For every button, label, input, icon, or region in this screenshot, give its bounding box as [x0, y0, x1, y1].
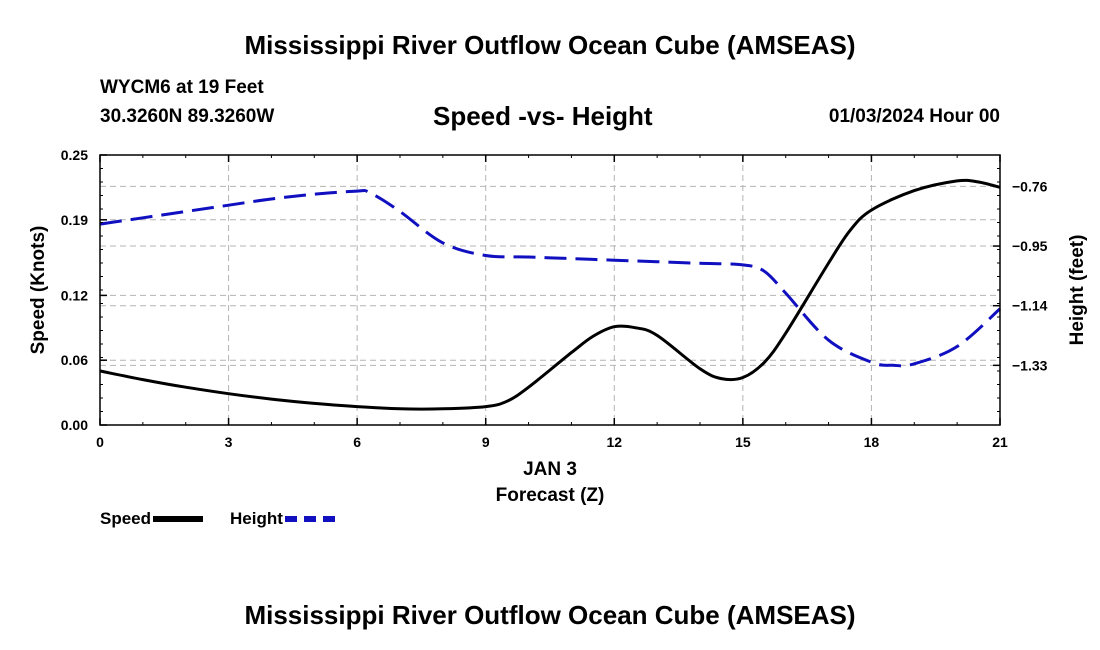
station-coordinates: 30.3260N 89.3260W: [100, 106, 275, 127]
x-axis-date-label: JAN 3: [523, 459, 577, 480]
legend-height: Height: [230, 509, 335, 529]
x-tick-label: 0: [96, 434, 104, 450]
forecast-datetime: 01/03/2024 Hour 00: [828, 106, 1000, 127]
y-left-tick-label: 0.12: [61, 287, 88, 303]
plot-frame: [99, 154, 1001, 426]
grid: [100, 155, 1000, 425]
x-tick-label: 18: [864, 434, 880, 450]
x-tick-label: 12: [606, 434, 622, 450]
y-right-tick-label: −1.33: [1012, 357, 1048, 373]
y-axis-left-title: Speed (Knots): [28, 226, 49, 355]
ticks: 0 3 6 9 12 15 18 21 0.00 0.06 0.12 0.19 0.25 −0.76 −0.…: [61, 147, 1048, 450]
legend-speed: Speed: [100, 509, 204, 529]
x-axis-title: Forecast (Z): [496, 485, 605, 506]
x-tick-label: 15: [735, 434, 751, 450]
y-left-tick-label: 0.25: [61, 147, 88, 163]
series-line-speed: [99, 178, 1001, 411]
series-layer: [99, 178, 1001, 411]
y-left-tick-label: 0.00: [61, 417, 88, 433]
legend-height-swatch: [284, 516, 335, 522]
legend-speed-label: Speed: [100, 509, 152, 528]
station-label: WYCM6 at 19 Feet: [100, 77, 264, 98]
y-right-tick-label: −0.76: [1012, 178, 1048, 194]
y-left-tick-label: 0.06: [61, 352, 88, 368]
x-tick-label: 6: [353, 434, 361, 450]
x-tick-label: 3: [225, 434, 233, 450]
y-axis-right-title: Height (feet): [1067, 235, 1088, 346]
y-right-tick-label: −0.95: [1012, 238, 1048, 254]
y-left-tick-label: 0.19: [61, 212, 88, 228]
legend-speed-swatch: [153, 516, 204, 522]
chart-main-title: Mississippi River Outflow Ocean Cube (AM…: [244, 30, 856, 60]
x-tick-label: 21: [992, 434, 1008, 450]
footer-title: Mississippi River Outflow Ocean Cube (AM…: [244, 600, 856, 630]
y-right-tick-label: −1.14: [1012, 298, 1048, 314]
x-tick-label: 9: [482, 434, 490, 450]
series-line-height: [99, 189, 1001, 368]
chart-subtitle: Speed -vs- Height: [433, 101, 653, 131]
legend-height-label: Height: [230, 509, 283, 528]
